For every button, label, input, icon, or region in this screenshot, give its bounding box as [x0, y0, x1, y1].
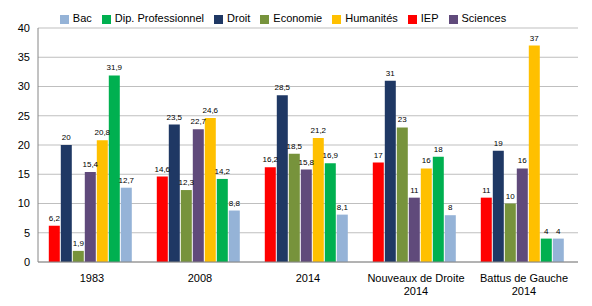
html-text:Humanités: Humanités: [345, 12, 398, 24]
svg-text:11: 11: [482, 186, 491, 195]
svg-text:15: 15: [18, 168, 30, 180]
svg-text:24,6: 24,6: [203, 106, 219, 115]
svg-text:22,7: 22,7: [191, 117, 207, 126]
svg-text:40: 40: [18, 22, 30, 34]
svg-text:16,2: 16,2: [263, 155, 279, 164]
svg-text:6,2: 6,2: [49, 214, 61, 223]
svg-text:25: 25: [18, 110, 30, 122]
svg-text:15,4: 15,4: [83, 160, 99, 169]
svg-text:20: 20: [18, 139, 30, 151]
svg-text:Nouveaux de Droite2014: Nouveaux de Droite2014: [367, 272, 464, 297]
html-text:Bac: Bac: [72, 12, 92, 24]
svg-text:8: 8: [448, 203, 453, 212]
svg-text:20,8: 20,8: [95, 128, 111, 137]
svg-text:16,9: 16,9: [323, 151, 339, 160]
html-text:Economie: Economie: [273, 12, 323, 24]
svg-text:4: 4: [556, 227, 561, 236]
svg-text:15,8: 15,8: [299, 158, 315, 167]
svg-text:16: 16: [518, 156, 527, 165]
svg-text:10: 10: [18, 197, 30, 209]
html-text:IEP: IEP: [420, 12, 439, 24]
svg-text:1983: 1983: [80, 272, 104, 284]
svg-text:31: 31: [386, 69, 395, 78]
svg-text:28,5: 28,5: [275, 83, 291, 92]
svg-text:14,2: 14,2: [215, 167, 231, 176]
svg-text:10: 10: [506, 192, 515, 201]
svg-text:18,5: 18,5: [287, 142, 303, 151]
html-text:Droit: Droit: [227, 12, 251, 24]
svg-text:30: 30: [18, 80, 30, 92]
svg-text:17: 17: [374, 151, 383, 160]
html-text:Dip. Professionnel: Dip. Professionnel: [114, 12, 205, 24]
svg-text:5: 5: [24, 227, 30, 239]
svg-text:Battus de Gauche2014: Battus de Gauche2014: [480, 272, 568, 297]
svg-text:8,1: 8,1: [337, 203, 349, 212]
svg-text:21,2: 21,2: [311, 126, 327, 135]
svg-text:31,9: 31,9: [107, 63, 123, 72]
svg-text:37: 37: [530, 34, 539, 43]
svg-text:35: 35: [18, 51, 30, 63]
svg-text:4: 4: [544, 227, 549, 236]
svg-text:23,5: 23,5: [167, 113, 183, 122]
svg-text:19: 19: [494, 139, 503, 148]
svg-text:0: 0: [24, 256, 30, 268]
svg-text:12,3: 12,3: [179, 178, 195, 187]
svg-text:12,7: 12,7: [119, 176, 135, 185]
svg-text:16: 16: [422, 156, 431, 165]
svg-text:20: 20: [62, 133, 71, 142]
svg-text:2008: 2008: [188, 272, 212, 284]
html-text:Sciences: Sciences: [461, 12, 507, 24]
svg-text:14,6: 14,6: [155, 165, 171, 174]
svg-text:11: 11: [410, 186, 419, 195]
svg-text:8,8: 8,8: [229, 199, 241, 208]
svg-text:1,9: 1,9: [73, 239, 85, 248]
svg-text:23: 23: [398, 115, 407, 124]
svg-text:18: 18: [434, 145, 443, 154]
svg-text:2014: 2014: [296, 272, 320, 284]
